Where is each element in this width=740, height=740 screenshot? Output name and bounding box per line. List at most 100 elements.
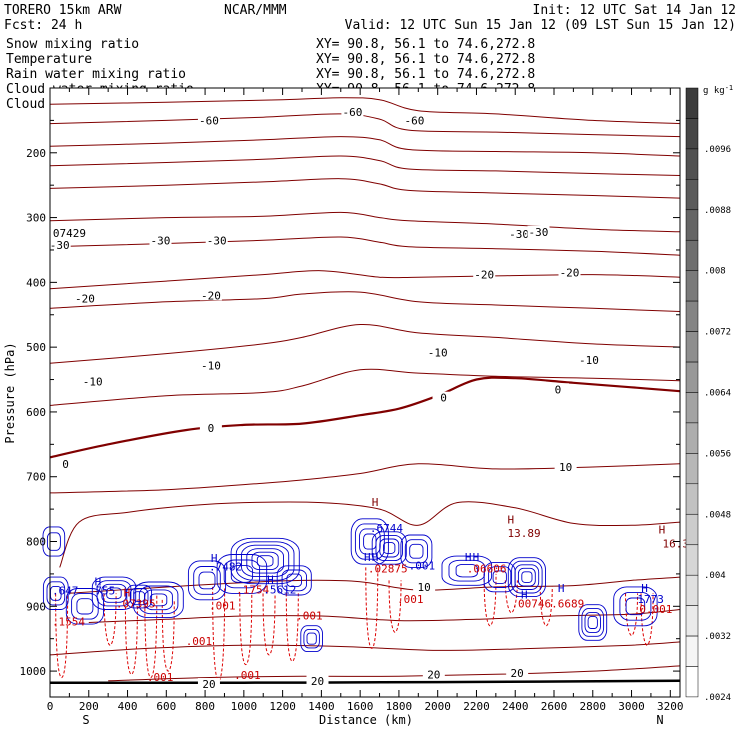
colorbar-box-13	[685, 483, 699, 515]
cloud-water-cell-1-ring-0	[42, 526, 66, 557]
colorbar-tick-3: .0072	[704, 328, 731, 338]
cloud-water-cell-15-ring-0	[507, 557, 546, 598]
plot-area: -60-60-60-30 -30 -30 -30 -30-20 -20-20 -20-10-…	[42, 87, 689, 698]
extrema-label-29: 0.001	[639, 603, 672, 616]
temperature-contour-9	[49, 323, 681, 364]
extrema-label-13: H	[473, 551, 480, 564]
terrain-line	[49, 679, 681, 685]
colorbar-unit: g kg-1	[703, 84, 733, 96]
y-tick-label-300: 300	[26, 212, 46, 225]
cloud-water-cell-15-ring-3	[517, 567, 536, 587]
colorbar-box-10	[685, 392, 699, 424]
cloud-water-cell-14-ring-1	[488, 566, 512, 588]
extrema-label-22: .5612	[263, 583, 296, 596]
extrema-label-5: .6744	[370, 522, 403, 535]
temperature-contour-15	[49, 641, 681, 656]
extrema-label-34: .001	[234, 669, 261, 682]
contour-label-bg-0	[197, 114, 220, 126]
contour-label-bg-8	[73, 292, 96, 304]
x-tick-label-2000: 2000	[424, 700, 451, 713]
extrema-label-10: .02875	[368, 563, 408, 576]
cloud-water-cell-17-ring-0	[613, 586, 658, 627]
y-tick-label-800: 800	[26, 536, 46, 549]
contour-label-bg-11	[558, 266, 581, 278]
rain-plume-7	[262, 593, 276, 656]
temperature-contour-4	[49, 178, 681, 199]
colorbar-tick-1: .0088	[704, 206, 731, 216]
contour-label-bg-4	[149, 234, 172, 246]
colorbar-box-12	[685, 453, 699, 485]
extrema-label-25: .00746.6689	[511, 598, 584, 611]
temperature-contour-16	[108, 665, 681, 682]
extrema-label-17: .755	[89, 585, 116, 598]
cloud-water-cell-5-ring-0	[133, 581, 184, 619]
extrema-label-20: .1754	[236, 583, 269, 596]
temperature-contour-8	[49, 291, 681, 312]
contour-label-bg-15	[577, 354, 600, 366]
freezing-level	[49, 376, 681, 459]
contour-label-bg-3	[48, 238, 71, 250]
contour-label-7: -30	[529, 226, 549, 239]
contour-label-8: -20	[75, 293, 95, 306]
cloud-water-cell-17-ring-2	[625, 597, 646, 616]
cloud-water-cell-5-ring-3	[149, 593, 168, 607]
extrema-label-12: H	[465, 551, 472, 564]
x-tick-label-2600: 2600	[541, 700, 568, 713]
contour-label-bg-13	[199, 359, 222, 371]
contour-label-24: 20	[427, 668, 440, 681]
contour-label-bg-9	[199, 289, 222, 301]
contour-label-bg-5	[205, 234, 228, 246]
contour-label-bg-6	[508, 227, 531, 239]
cloud-water-cell-6-ring-2	[198, 571, 216, 590]
y-tick-label-200: 200	[26, 147, 46, 160]
contour-label-17: 0	[208, 422, 215, 435]
cloud-water-cell-12-ring-0	[400, 534, 433, 568]
colorbar-box-11	[685, 422, 699, 454]
colorbar-box-6	[685, 270, 699, 302]
y-tick-label-1000: 1000	[20, 665, 47, 678]
forecast-hour: Fcst: 24 h	[4, 18, 82, 33]
extrema-label-35: 07429	[53, 227, 86, 240]
cloud-water-cell-8-ring-3	[246, 548, 284, 574]
contour-label-3: -30	[50, 239, 70, 252]
colorbar-box-14	[685, 514, 699, 545]
extrema-label-0: H	[372, 496, 379, 509]
x-tick-label-400: 400	[118, 700, 138, 713]
colorbar-tick-4: .0064	[704, 389, 731, 399]
colorbar-box-5	[685, 240, 699, 271]
extrema-label-27: H	[641, 582, 648, 595]
cloud-water-cell-8-ring-1	[235, 541, 295, 581]
cloud-water-cell-3-ring-2	[101, 583, 127, 603]
contour-label-bg-10	[473, 268, 496, 280]
x-tick-label-200: 200	[79, 700, 99, 713]
colorbar-tick-6: .0048	[704, 510, 731, 520]
contour-label-bg-19	[546, 383, 569, 395]
extrema-label-11: .001	[409, 559, 436, 572]
rain-plume-12	[504, 580, 518, 614]
colorbar-box-4	[685, 209, 699, 241]
colorbar-unit-text: g kg	[703, 86, 725, 96]
contour-label-22: 20	[202, 678, 215, 691]
rain-plume-9	[365, 567, 379, 649]
field-xy-0: XY= 90.8, 56.1 to 74.6,272.8	[316, 37, 535, 52]
cloud-water-cell-16-ring-3	[587, 616, 598, 629]
field-xy-1: XY= 90.8, 56.1 to 74.6,272.8	[316, 52, 535, 67]
rain-water-contours	[55, 567, 654, 682]
contour-label-bg-17	[199, 422, 222, 434]
plot-frame	[49, 87, 681, 698]
cloud-water-cell-12-ring-2	[409, 543, 424, 559]
colorbar-box-19	[685, 666, 699, 698]
extrema-label-9: H	[372, 551, 379, 564]
rain-plume-13	[539, 586, 553, 627]
colorbar-box-16	[685, 574, 699, 606]
temperature-contour-12	[59, 501, 681, 568]
contour-label-16: 0	[62, 458, 69, 471]
cloud-water-cell-11-ring-1	[375, 534, 403, 562]
colorbar-box-2	[685, 148, 699, 180]
colorbar-box-7	[685, 300, 699, 332]
rain-plume-4	[161, 599, 175, 672]
cloud-water-cell-10-ring-0	[350, 518, 389, 565]
extrema-label-30: .001	[209, 600, 236, 613]
